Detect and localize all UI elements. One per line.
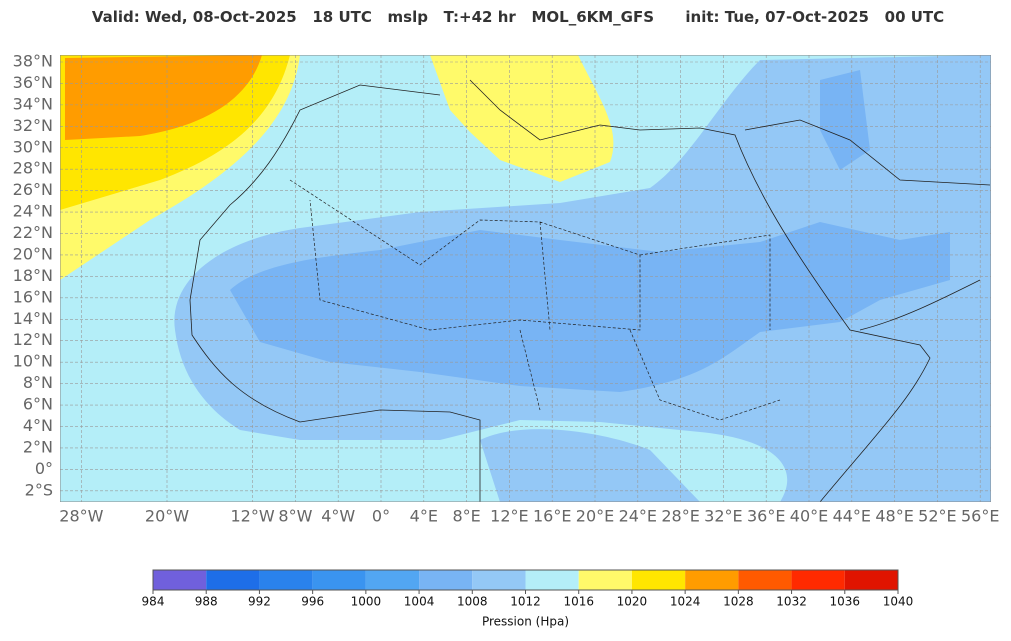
lon-label: 32°E [704,507,742,526]
colorbar-swatch [631,570,686,590]
colorbar-swatch [365,570,420,590]
colorbar-swatch [312,570,366,590]
lon-label: 28°E [661,507,699,526]
lon-label: 56°E [961,507,999,526]
colorbar-tick-label: 1012 [510,595,541,609]
colorbar-tick-label: 1016 [563,595,594,609]
lon-label: 16°E [533,507,571,526]
colorbar-swatch [685,570,739,590]
lat-label: 24°N [13,202,53,221]
colorbar-tick-label: 1000 [351,595,382,609]
colorbar-tick-label: 1008 [457,595,488,609]
lon-label: 20°E [576,507,614,526]
title: Valid: Wed, 08-Oct-2025 18 UTC mslp T:+4… [91,8,945,26]
graticule [60,55,991,502]
coastline [189,79,991,502]
lon-label: 24°E [619,507,657,526]
colorbar-tick-label: 1004 [404,595,435,609]
lon-label: 12°E [490,507,528,526]
colorbar-swatch [206,570,260,590]
colorbar-tick-label: 1028 [723,595,754,609]
lat-label: 34°N [13,94,53,113]
lat-label: 36°N [13,73,53,92]
colorbar-tick-label: 1032 [776,595,807,609]
lat-label: 30°N [13,137,53,156]
lon-label: 40°E [790,507,828,526]
lat-label: 38°N [13,52,53,71]
lat-label: 0° [35,459,53,478]
lat-label: 10°N [13,352,53,371]
colorbar-swatch [153,570,207,590]
lat-label: 6°N [23,395,53,414]
lat-label: 8°N [23,373,53,392]
colorbar-tick-label: 988 [195,595,218,609]
lat-label: 22°N [13,223,53,242]
lat-label: 2°N [23,437,53,456]
lat-label: 26°N [13,180,53,199]
lon-label: 28°W [59,507,103,526]
lon-label: 20°W [145,507,189,526]
lon-label: 8°W [278,507,312,526]
lat-label: 2°S [25,480,53,499]
lat-label: 14°N [13,309,53,328]
colorbar-swatch [791,570,845,590]
colorbar: 984 988 992 996 1000 1004 1008 1012 1016 1020 1024… [142,569,914,629]
colorbar-tick-label: 1020 [617,595,648,609]
lat-label: 20°N [13,244,53,263]
borders [289,179,781,421]
colorbar-label: Pression (Hpa) [482,615,569,629]
colorbar-tick-label: 1040 [883,595,914,609]
lat-label: 32°N [13,116,53,135]
pressure-field [60,55,991,502]
colorbar-tick-label: 1036 [830,595,861,609]
lat-label: 4°N [23,416,53,435]
lat-label: 12°N [13,330,53,349]
colorbar-swatch [472,570,526,590]
lat-label: 28°N [13,159,53,178]
field-1004-east [820,70,870,170]
field-1024 [65,55,262,140]
lon-label: 8°E [452,507,480,526]
lon-label: 12°W [231,507,275,526]
field-1008-south [480,429,700,502]
lon-label: 36°E [747,507,785,526]
field-1016-north [430,55,614,182]
colorbar-swatch [844,570,898,590]
lon-label: 44°E [833,507,871,526]
lat-label: 18°N [13,266,53,285]
colorbar-tick-label: 992 [248,595,271,609]
lon-label: 4°E [410,507,438,526]
lon-label: 52°E [918,507,956,526]
colorbar-tick-label: 984 [142,595,165,609]
colorbar-swatch [525,570,579,590]
colorbar-tick-label: 1024 [670,595,701,609]
colorbar-swatch [259,570,313,590]
colorbar-swatch [738,570,792,590]
colorbar-tick-label: 996 [301,595,324,609]
lon-label: 48°E [875,507,913,526]
lat-label: 16°N [13,287,53,306]
lon-label: 0° [372,507,390,526]
lon-label: 4°W [321,507,355,526]
colorbar-swatch [578,570,632,590]
colorbar-swatch [419,570,473,590]
